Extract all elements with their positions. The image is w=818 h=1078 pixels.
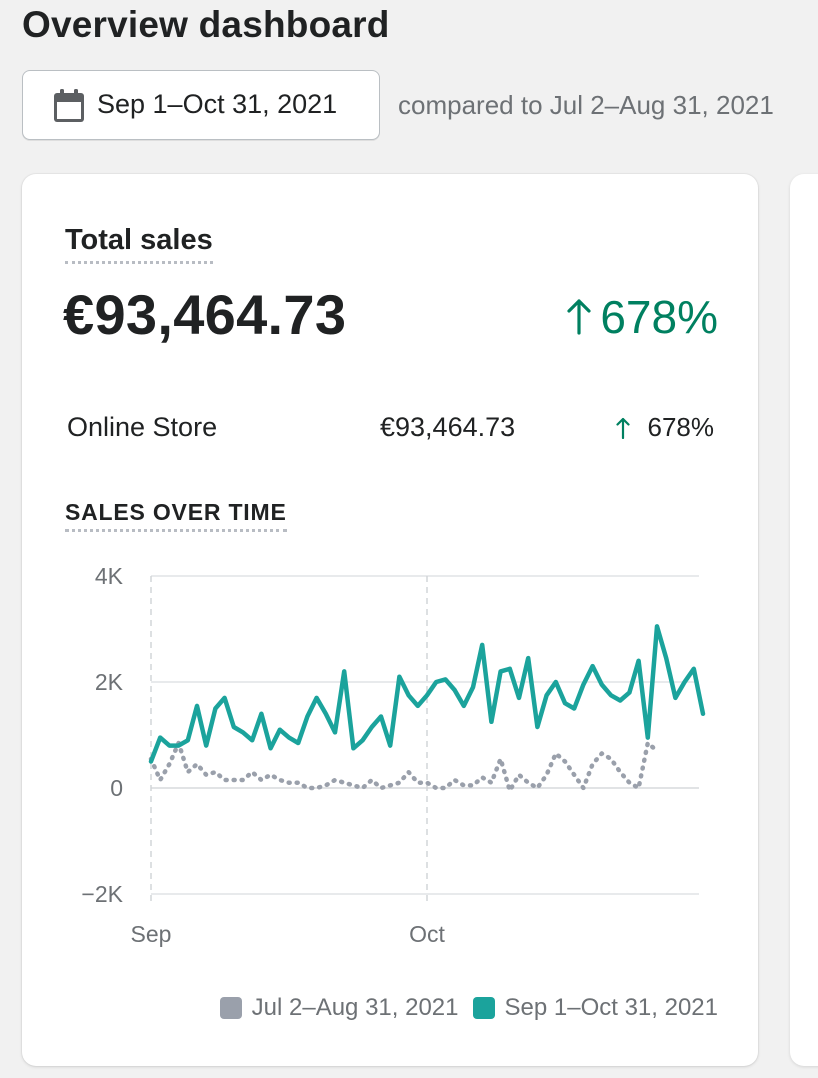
series-line-current — [148, 624, 706, 764]
legend-item-previous[interactable]: Jul 2–Aug 31, 2021 — [219, 994, 459, 1022]
y-tick-label: 4K — [95, 563, 124, 589]
y-tick-label: 0 — [110, 775, 123, 801]
series-line-previous — [148, 740, 660, 793]
next-card — [790, 174, 818, 1066]
card-title[interactable]: Total sales — [65, 224, 213, 264]
calendar-icon — [54, 89, 84, 122]
total-sales-card: Total sales €93,464.73 678% Online Store… — [22, 174, 758, 1066]
legend-swatch-current — [472, 997, 495, 1019]
legend-swatch-previous — [219, 997, 242, 1019]
y-tick-label: 2K — [95, 669, 124, 695]
breakdown-row-change-value: 678% — [647, 412, 715, 442]
total-sales-change: 678% — [566, 290, 718, 344]
legend-item-current[interactable]: Sep 1–Oct 31, 2021 — [472, 994, 719, 1022]
chart-legend: Jul 2–Aug 31, 2021 Sep 1–Oct 31, 2021 — [219, 994, 719, 1022]
legend-label-current: Sep 1–Oct 31, 2021 — [504, 994, 719, 1021]
date-range-label: Sep 1–Oct 31, 2021 — [97, 89, 338, 119]
comparison-text: compared to Jul 2–Aug 31, 2021 — [398, 90, 774, 120]
breakdown-row-change: 678% — [615, 412, 715, 443]
arrow-up-icon — [567, 299, 591, 335]
chart-title[interactable]: SALES OVER TIME — [65, 499, 287, 532]
page-title: Overview dashboard — [22, 4, 390, 45]
x-tick-label: Sep — [131, 921, 172, 947]
breakdown-row-label: Online Store — [67, 412, 218, 442]
date-range-button[interactable]: Sep 1–Oct 31, 2021 — [22, 70, 380, 140]
breakdown-row-value: €93,464.73 — [380, 412, 516, 442]
arrow-up-icon — [615, 417, 630, 439]
x-tick-label: Oct — [409, 921, 445, 947]
y-tick-label: −2K — [81, 881, 123, 907]
total-sales-value: €93,464.73 — [63, 283, 347, 346]
total-sales-change-value: 678% — [600, 291, 718, 343]
legend-label-previous: Jul 2–Aug 31, 2021 — [251, 994, 459, 1021]
